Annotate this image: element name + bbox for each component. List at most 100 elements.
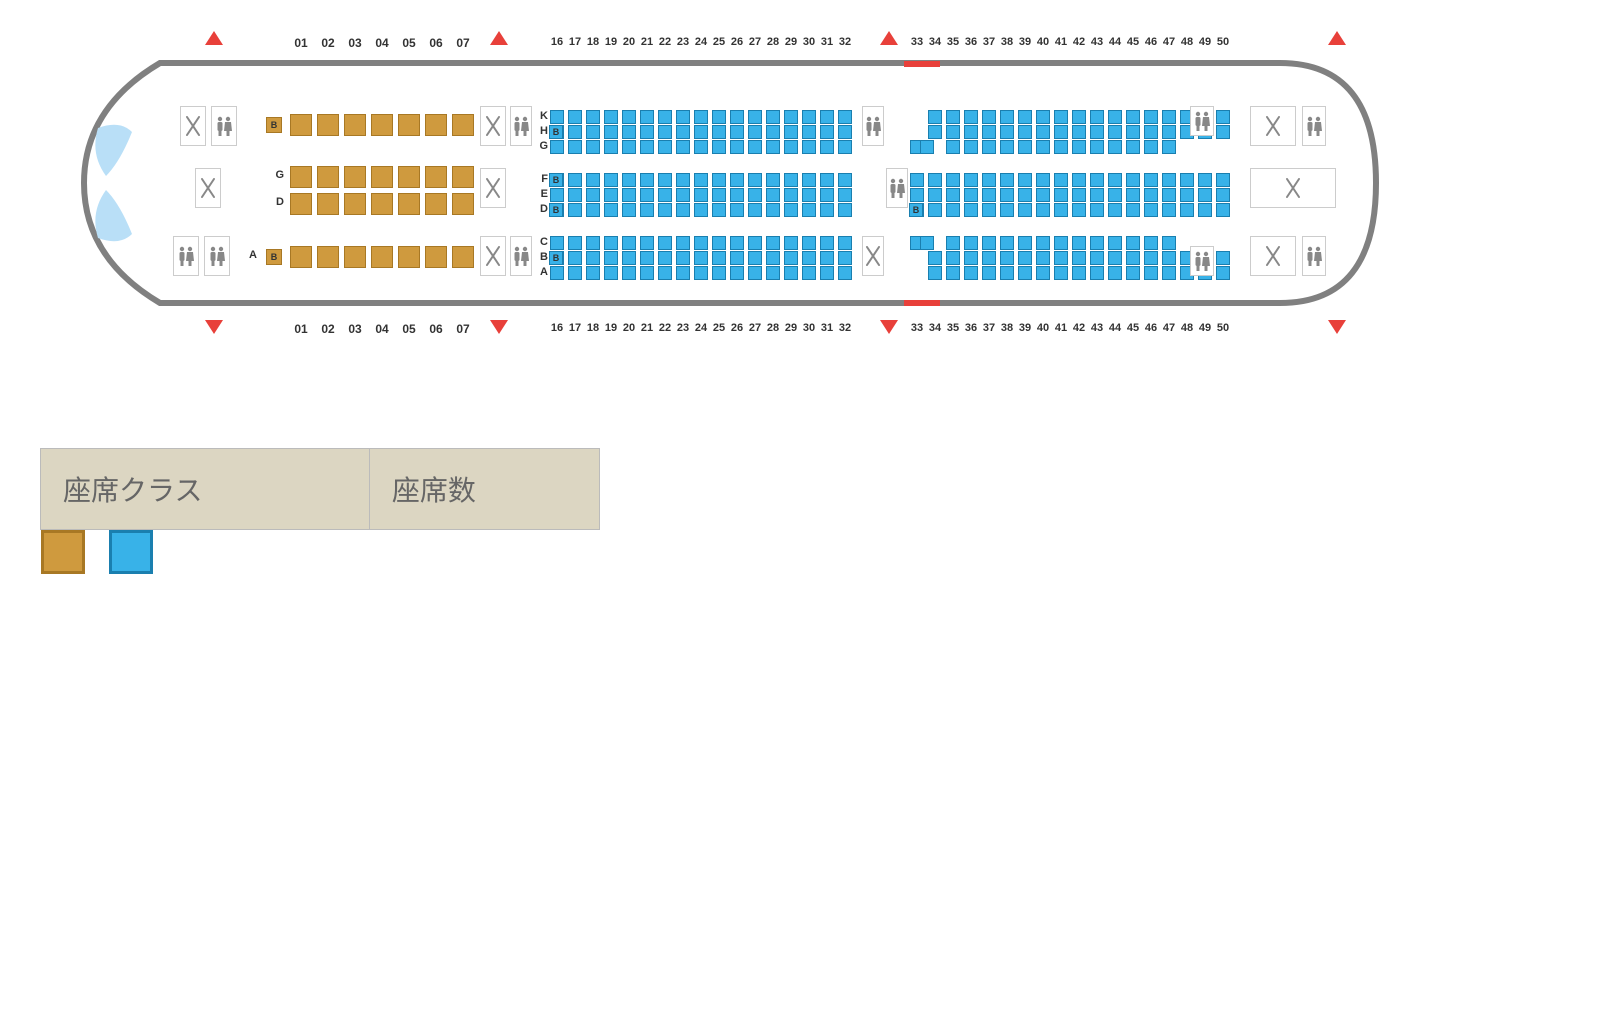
seat-economy bbox=[1018, 188, 1032, 202]
column-number: 44 bbox=[1108, 322, 1122, 334]
seat-economy bbox=[730, 266, 744, 280]
seat-economy bbox=[802, 203, 816, 217]
seat-economy bbox=[784, 140, 798, 154]
column-number: 34 bbox=[928, 322, 942, 334]
column-number: 31 bbox=[820, 36, 834, 48]
column-number: 32 bbox=[838, 322, 852, 334]
seat-economy bbox=[640, 140, 654, 154]
seat-economy bbox=[802, 188, 816, 202]
seat-economy bbox=[658, 110, 672, 124]
seat-economy bbox=[1018, 236, 1032, 250]
seat-economy bbox=[838, 188, 852, 202]
seat-economy bbox=[676, 251, 690, 265]
seat-economy bbox=[946, 203, 960, 217]
seat-economy bbox=[838, 125, 852, 139]
seat-economy bbox=[964, 251, 978, 265]
seat-economy bbox=[820, 173, 834, 187]
seat-economy bbox=[640, 266, 654, 280]
seat-economy bbox=[1216, 266, 1230, 280]
seat-economy bbox=[712, 173, 726, 187]
seat-economy bbox=[712, 188, 726, 202]
seat-economy bbox=[1126, 110, 1140, 124]
seat-business bbox=[317, 193, 339, 215]
seat-economy bbox=[730, 188, 744, 202]
bassinet-marker: B bbox=[549, 173, 563, 187]
column-number: 46 bbox=[1144, 322, 1158, 334]
seat-economy bbox=[1144, 125, 1158, 139]
seat-economy bbox=[586, 266, 600, 280]
seat-economy bbox=[658, 251, 672, 265]
seat-economy bbox=[1162, 266, 1176, 280]
seat-economy bbox=[1072, 236, 1086, 250]
seat-economy bbox=[1126, 251, 1140, 265]
seat-economy bbox=[802, 251, 816, 265]
seat-economy bbox=[1054, 251, 1068, 265]
seat-economy bbox=[920, 140, 934, 154]
seat-economy bbox=[676, 140, 690, 154]
seat-business bbox=[452, 166, 474, 188]
seat-economy bbox=[640, 173, 654, 187]
seat-economy bbox=[604, 110, 618, 124]
seat-economy bbox=[838, 236, 852, 250]
seat-economy bbox=[928, 251, 942, 265]
column-number: 37 bbox=[982, 36, 996, 48]
seat-economy bbox=[658, 140, 672, 154]
lavatory-icon bbox=[1190, 106, 1214, 136]
seat-economy bbox=[1216, 125, 1230, 139]
seat-economy bbox=[946, 110, 960, 124]
seat-economy bbox=[784, 173, 798, 187]
seat-economy bbox=[1054, 266, 1068, 280]
emergency-exit-bar bbox=[904, 300, 940, 306]
seat-business bbox=[317, 166, 339, 188]
galley-icon bbox=[1250, 236, 1296, 276]
column-number: 25 bbox=[712, 36, 726, 48]
column-number: 30 bbox=[802, 322, 816, 334]
lavatory-icon bbox=[862, 106, 884, 146]
seat-business bbox=[398, 114, 420, 136]
seat-economy bbox=[694, 173, 708, 187]
bassinet-marker: B bbox=[266, 117, 282, 133]
seat-economy bbox=[1126, 173, 1140, 187]
seat-economy bbox=[622, 125, 636, 139]
seat-economy bbox=[586, 251, 600, 265]
bassinet-marker: B bbox=[549, 203, 563, 217]
seat-economy bbox=[568, 110, 582, 124]
seat-economy bbox=[928, 203, 942, 217]
seat-economy bbox=[694, 251, 708, 265]
seat-economy bbox=[1018, 173, 1032, 187]
lavatory-icon bbox=[173, 236, 199, 276]
galley-icon bbox=[195, 168, 221, 208]
seat-economy bbox=[766, 140, 780, 154]
seat-economy bbox=[1144, 173, 1158, 187]
seat-economy bbox=[604, 140, 618, 154]
seat-economy bbox=[838, 203, 852, 217]
seat-economy bbox=[766, 266, 780, 280]
column-number: 06 bbox=[425, 36, 447, 50]
seat-economy bbox=[820, 188, 834, 202]
seat-economy bbox=[1216, 110, 1230, 124]
column-number: 41 bbox=[1054, 36, 1068, 48]
seat-business bbox=[425, 246, 447, 268]
seat-economy bbox=[1054, 203, 1068, 217]
column-number: 39 bbox=[1018, 36, 1032, 48]
seat-economy bbox=[694, 266, 708, 280]
column-number: 48 bbox=[1180, 36, 1194, 48]
seat-economy bbox=[1072, 110, 1086, 124]
seat-economy bbox=[712, 203, 726, 217]
seat-economy bbox=[568, 251, 582, 265]
seat-economy bbox=[910, 188, 924, 202]
seat-economy bbox=[946, 251, 960, 265]
seat-economy bbox=[820, 140, 834, 154]
seat-economy bbox=[928, 125, 942, 139]
bassinet-marker: B bbox=[266, 249, 282, 265]
column-number: 31 bbox=[820, 322, 834, 334]
seat-economy bbox=[982, 110, 996, 124]
column-number: 03 bbox=[344, 322, 366, 336]
seat-economy bbox=[1216, 251, 1230, 265]
seat-class-legend-table: 座席クラス 座席数 bbox=[40, 448, 600, 574]
seat-business bbox=[344, 114, 366, 136]
exit-marker-icon bbox=[490, 320, 508, 334]
seat-economy bbox=[730, 251, 744, 265]
seat-economy bbox=[1180, 188, 1194, 202]
seat-economy bbox=[694, 125, 708, 139]
